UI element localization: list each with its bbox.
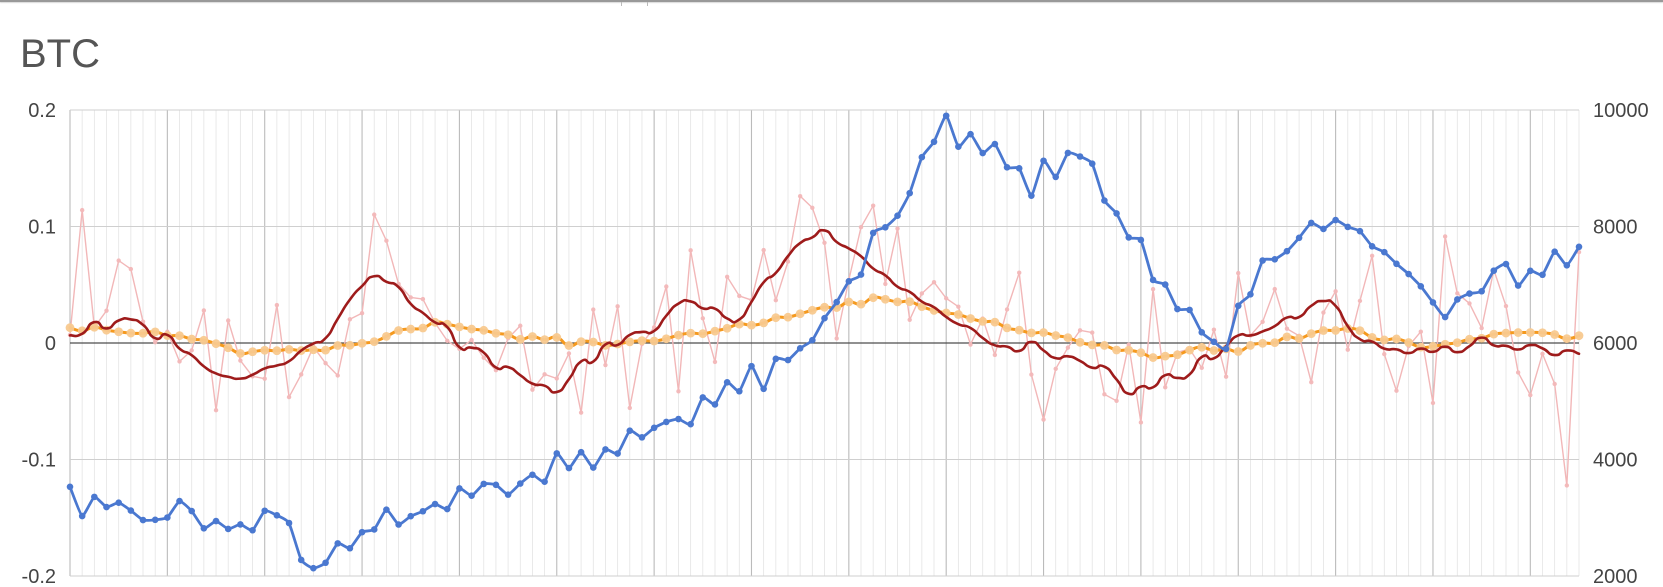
svg-text:0: 0 [45,333,56,355]
svg-text:6000: 6000 [1593,333,1638,355]
svg-text:10000: 10000 [1593,100,1649,122]
svg-text:0.1: 0.1 [28,217,56,239]
svg-text:-0.2: -0.2 [22,566,56,587]
svg-text:-0.1: -0.1 [22,450,56,472]
svg-text:8000: 8000 [1593,217,1638,239]
svg-text:4000: 4000 [1593,450,1638,472]
svg-text:0.2: 0.2 [28,100,56,122]
svg-text:2000: 2000 [1593,566,1638,587]
